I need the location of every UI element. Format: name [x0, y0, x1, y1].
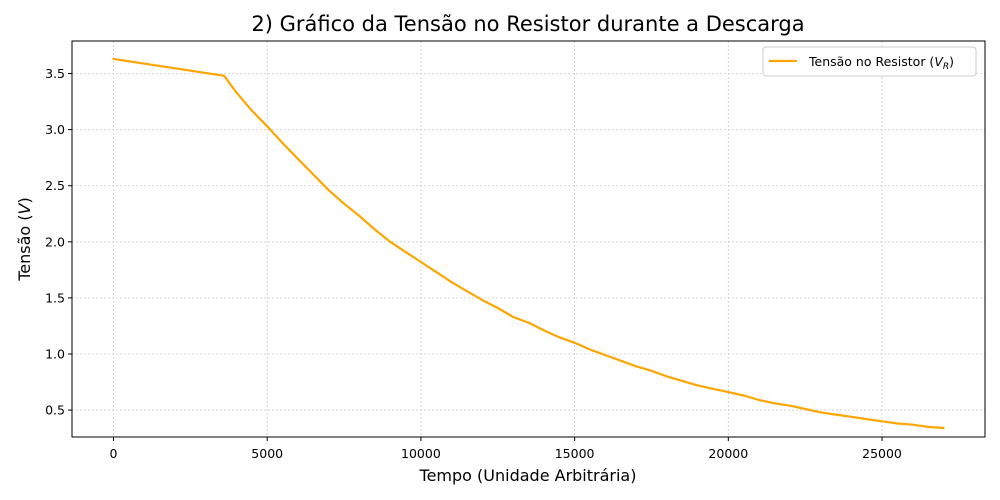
y-tick-label: 2.5 — [45, 178, 65, 193]
legend-box — [762, 46, 977, 77]
chart-title: 2) Gráfico da Tensão no Resistor durante… — [251, 12, 804, 36]
y-tick-label: 3.0 — [45, 122, 65, 137]
y-tick-label: 0.5 — [45, 403, 65, 418]
x-axis: 0 5000 10000 15000 20000 25000 — [110, 437, 902, 461]
series-layer — [112, 57, 945, 430]
y-axis-label: Tensão (V) — [15, 197, 34, 282]
x-tick-label: 20000 — [708, 446, 748, 461]
x-tick-label: 25000 — [862, 446, 902, 461]
x-tick-label: 15000 — [555, 446, 595, 461]
y-tick-label: 3.5 — [45, 66, 65, 81]
y-tick-label: 1.5 — [45, 290, 65, 305]
y-axis: 0.5 1.0 1.5 2.0 2.5 3.0 3.5 — [45, 66, 72, 418]
x-tick-label: 0 — [110, 446, 118, 461]
y-tick-label: 1.0 — [45, 346, 65, 361]
series-line — [112, 57, 945, 430]
plot-area-frame — [71, 40, 986, 438]
legend: Tensão no Resistor (VR) — [762, 46, 977, 77]
x-tick-label: 5000 — [251, 446, 283, 461]
legend-label: Tensão no Resistor (VR) — [808, 54, 954, 72]
grid — [72, 41, 985, 437]
x-axis-label: Tempo (Unidade Arbitrária) — [419, 466, 637, 485]
y-tick-label: 2.0 — [45, 234, 65, 249]
x-tick-label: 10000 — [401, 446, 441, 461]
